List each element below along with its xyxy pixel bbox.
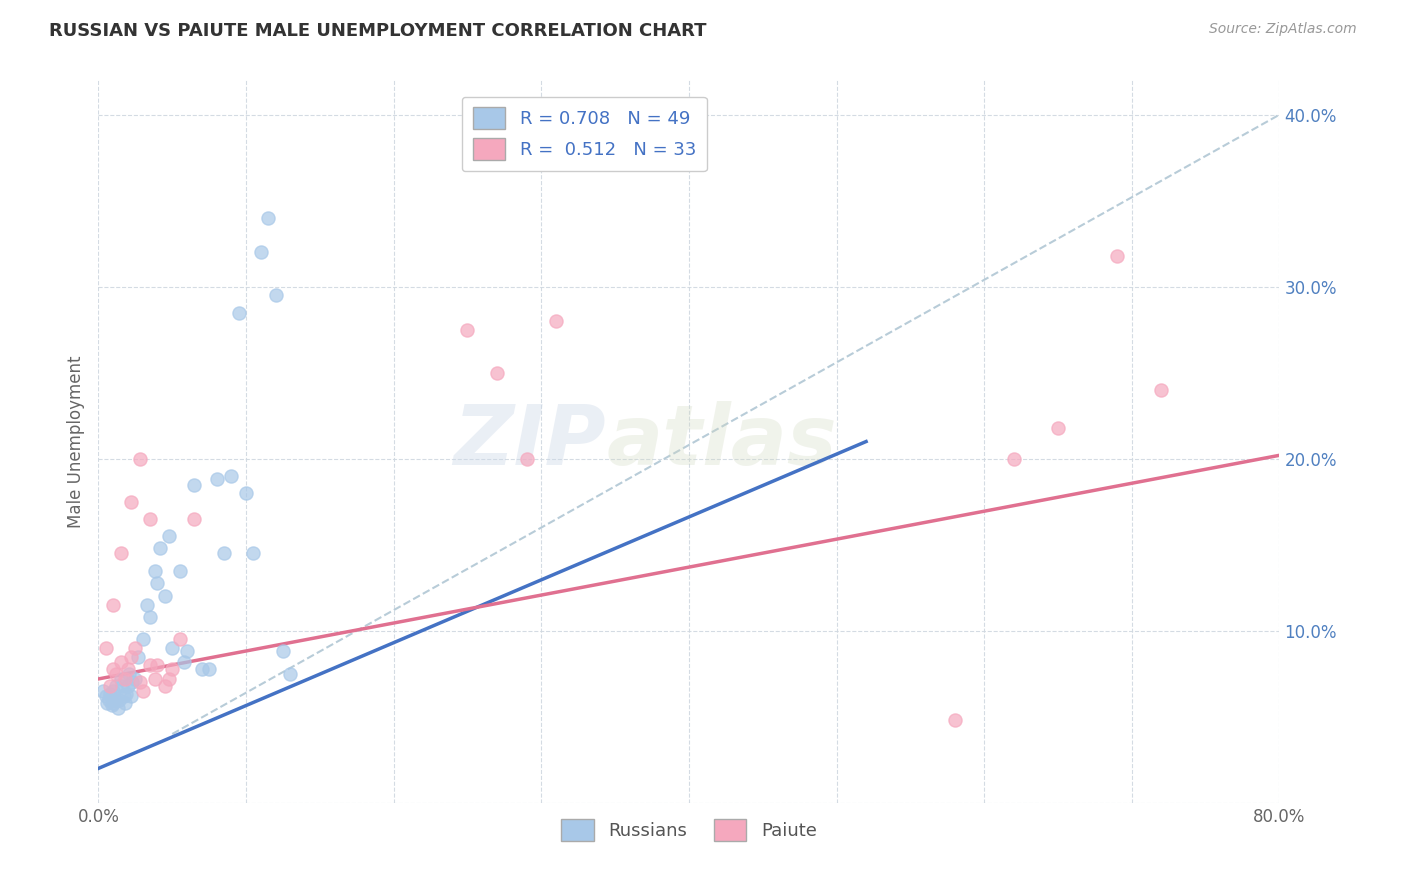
Point [271,644,294,658]
Point [136,598,159,612]
Point [169,564,191,578]
Point [264,288,287,302]
Point [132,632,155,647]
Point [121,675,143,690]
Text: atlas: atlas [606,401,837,482]
Point [176,644,198,658]
Point [114,672,136,686]
Point [124,672,146,686]
Point [1046,421,1070,435]
Point [110,672,132,686]
Point [139,658,162,673]
Point [107,701,129,715]
Point [120,689,142,703]
Point [127,649,149,664]
Point [146,658,169,673]
Point [114,696,136,710]
Point [97,692,120,706]
Point [143,564,166,578]
Point [169,632,191,647]
Point [124,640,146,655]
Point [149,541,172,556]
Point [103,696,125,710]
Point [105,666,128,681]
Text: RUSSIAN VS PAIUTE MALE UNEMPLOYMENT CORRELATION CHART: RUSSIAN VS PAIUTE MALE UNEMPLOYMENT CORR… [49,22,707,40]
Point [94,689,117,703]
Point [110,546,132,560]
Point [139,610,162,624]
Point [103,662,125,676]
Point [108,692,131,706]
Text: Source: ZipAtlas.com: Source: ZipAtlas.com [1209,22,1357,37]
Point [943,713,966,727]
Point [457,323,479,337]
Point [117,662,139,676]
Point [183,512,205,526]
Point [96,696,118,710]
Point [120,494,142,508]
Legend: Russians, Paiute: Russians, Paiute [554,812,824,848]
Point [198,662,221,676]
Point [132,684,155,698]
Point [157,529,180,543]
Point [110,655,132,669]
Point [221,469,243,483]
Point [91,684,114,698]
Point [191,662,214,676]
Point [162,640,183,655]
Point [120,649,142,664]
Point [100,698,122,712]
Point [146,575,169,590]
Point [103,684,125,698]
Point [98,687,121,701]
Text: ZIP: ZIP [454,401,606,482]
Point [111,679,134,693]
Point [546,314,568,328]
Point [128,451,150,466]
Point [250,245,273,260]
Point [228,305,250,319]
Point [205,472,228,486]
Point [1150,383,1173,397]
Point [162,662,183,676]
Point [153,590,176,604]
Point [280,666,302,681]
Point [257,211,280,225]
Point [112,689,135,703]
Point [242,546,264,560]
Point [1107,249,1129,263]
Point [153,679,176,693]
Point [157,672,180,686]
Point [117,679,139,693]
Point [115,687,138,701]
Point [128,675,150,690]
Point [486,366,509,380]
Point [98,679,121,693]
Point [139,512,162,526]
Point [118,666,141,681]
Point [94,640,117,655]
Point [105,679,128,693]
Point [143,672,166,686]
Point [183,477,205,491]
Point [212,546,235,560]
Point [103,598,125,612]
Point [173,655,195,669]
Point [1002,451,1025,466]
Point [104,692,127,706]
Y-axis label: Male Unemployment: Male Unemployment [66,355,84,528]
Point [235,486,257,500]
Point [516,451,538,466]
